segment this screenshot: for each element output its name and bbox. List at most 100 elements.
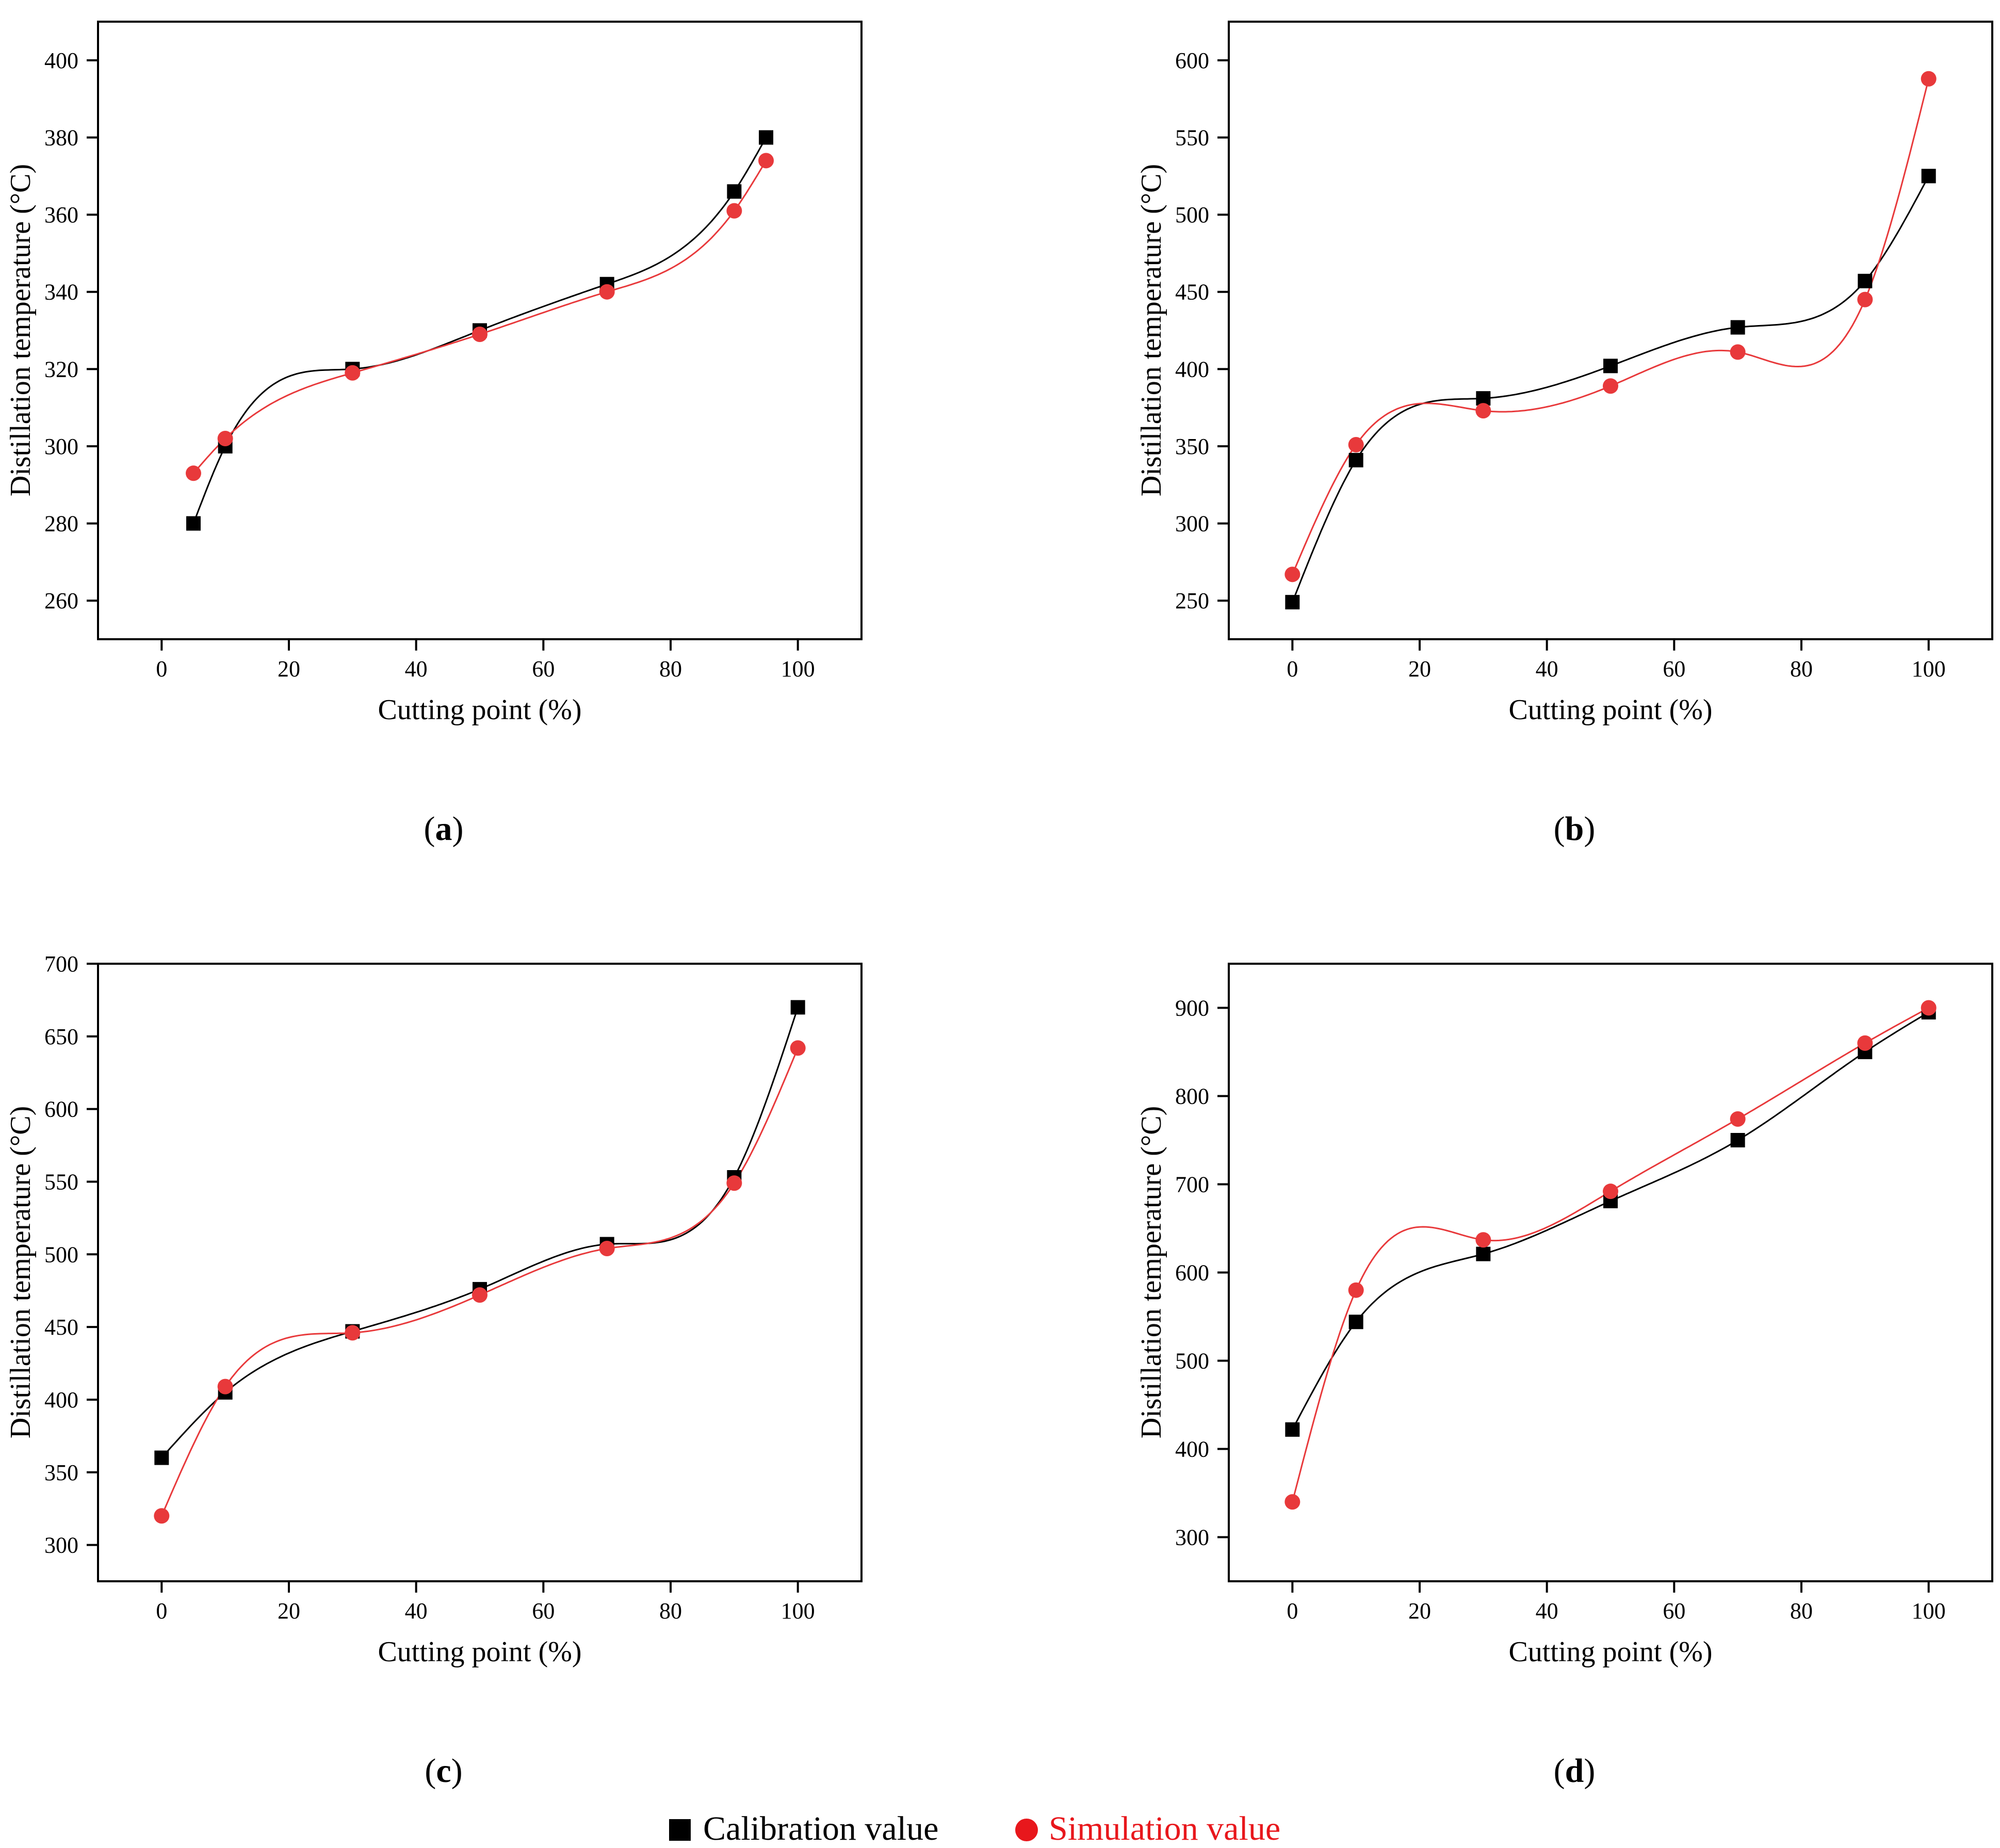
panel-tag-letter: b: [1565, 810, 1584, 848]
x-tick-label: 60: [1663, 1598, 1685, 1624]
simulation-point: [1603, 378, 1618, 394]
simulation-point: [472, 326, 487, 342]
y-tick-label: 400: [44, 1387, 78, 1413]
simulation-point: [217, 430, 233, 446]
x-tick-label: 20: [1408, 1598, 1431, 1624]
y-tick-label: 400: [1175, 1437, 1209, 1462]
x-tick-label: 60: [1663, 656, 1685, 682]
calibration-point: [1921, 169, 1936, 184]
x-tick-label: 100: [1912, 1598, 1946, 1624]
y-tick-label: 550: [44, 1169, 78, 1194]
y-tick-label: 280: [44, 511, 78, 537]
y-tick-label: 500: [44, 1242, 78, 1267]
y-tick-label: 300: [44, 434, 78, 459]
calibration-point: [759, 130, 773, 145]
legend-calibration-marker: [669, 1819, 691, 1841]
y-tick-label: 400: [1175, 356, 1209, 382]
simulation-point: [726, 203, 742, 219]
simulation-point: [599, 284, 615, 300]
simulation-point: [1348, 436, 1364, 452]
y-tick-label: 600: [1175, 48, 1209, 73]
y-tick-label: 350: [1175, 434, 1209, 459]
x-tick-label: 20: [1408, 656, 1431, 682]
x-axis-title: Cutting point (%): [378, 694, 581, 726]
y-tick-label: 700: [1175, 1172, 1209, 1197]
simulation-point: [472, 1287, 487, 1303]
x-axis-title: Cutting point (%): [378, 1636, 581, 1668]
y-tick-label: 900: [1175, 996, 1209, 1021]
simulation-line: [1291, 78, 1930, 575]
series-lines: [1291, 78, 1930, 603]
y-tick-label: 380: [44, 125, 78, 150]
calibration-point: [727, 184, 742, 199]
simulation-point: [599, 1241, 615, 1257]
plot-frame: [97, 21, 863, 640]
x-tick-label: 0: [1287, 1598, 1298, 1624]
y-axis-title: Distillation temperature (°C): [5, 1106, 37, 1438]
x-tick-label: 40: [405, 656, 428, 682]
series-markers: [154, 1000, 806, 1524]
x-tick-label: 100: [781, 656, 815, 682]
axes-ticks: 0 20 40 60 80 100 300 350 400 450 500 550 600 650 700: [44, 951, 815, 1624]
y-tick-label: 500: [1175, 1349, 1209, 1374]
y-tick-label: 300: [44, 1533, 78, 1558]
calibration-point: [1730, 1133, 1745, 1147]
simulation-point: [1284, 1494, 1300, 1510]
calibration-point: [154, 1450, 169, 1465]
calibration-point: [1348, 452, 1363, 467]
simulation-point: [1603, 1184, 1618, 1199]
series-lines: [160, 1007, 799, 1516]
series-markers: [1284, 1000, 1937, 1510]
simulation-line: [192, 160, 767, 474]
x-tick-label: 60: [532, 656, 555, 682]
x-axis-title: Cutting point (%): [1508, 694, 1712, 726]
x-tick-label: 40: [1536, 1598, 1558, 1624]
y-tick-label: 260: [44, 588, 78, 613]
x-tick-label: 20: [278, 656, 300, 682]
y-tick-label: 300: [1175, 511, 1209, 537]
series-markers: [1284, 71, 1937, 610]
panel-d: 0 20 40 60 80 100 300 400 500 600 700 800 900 Cuttin…: [1135, 963, 1993, 1790]
y-tick-label: 600: [44, 1097, 78, 1122]
y-tick-label: 360: [44, 202, 78, 228]
calibration-point: [1348, 1315, 1363, 1330]
panel-tag-letter: c: [436, 1752, 451, 1790]
simulation-point: [1921, 71, 1937, 87]
series-markers: [186, 130, 774, 531]
calibration-point: [1730, 320, 1745, 335]
simulation-point: [1857, 1035, 1873, 1051]
panel-tag-letter: a: [435, 810, 452, 848]
legend-simulation-marker: [1015, 1819, 1038, 1841]
y-tick-label: 400: [44, 48, 78, 73]
simulation-point: [1921, 1000, 1937, 1016]
simulation-point: [758, 153, 774, 169]
x-tick-label: 80: [659, 656, 682, 682]
simulation-point: [345, 1325, 361, 1341]
y-tick-label: 350: [44, 1460, 78, 1485]
x-tick-label: 60: [532, 1598, 555, 1624]
calibration-point: [1858, 273, 1873, 288]
plot-frame: [1228, 21, 1993, 640]
y-tick-label: 340: [44, 280, 78, 305]
calibration-point: [1603, 359, 1618, 374]
calibration-point: [1476, 1246, 1491, 1261]
panel-tag: (b): [1554, 810, 1596, 848]
x-tick-label: 0: [1287, 656, 1298, 682]
axes-ticks: 0 20 40 60 80 100 300 400 500 600 700 800 900: [1175, 996, 1946, 1624]
y-tick-label: 250: [1175, 588, 1209, 613]
simulation-point: [1857, 291, 1873, 307]
calibration-point: [1285, 595, 1300, 610]
simulation-point: [1475, 403, 1491, 419]
x-tick-label: 20: [278, 1598, 300, 1624]
series-lines: [1291, 1007, 1929, 1502]
simulation-point: [345, 365, 361, 381]
panel-c: 0 20 40 60 80 100300350400450500550600650700 …: [5, 951, 863, 1790]
simulation-point: [217, 1379, 233, 1395]
axes-ticks: 0 20 40 60 80 100 260 280 300 320 340 360 380 400: [44, 48, 815, 682]
y-tick-label: 320: [44, 356, 78, 382]
y-tick-label: 550: [1175, 125, 1209, 150]
panel-tag-letter: d: [1565, 1752, 1584, 1790]
calibration-point: [186, 516, 201, 531]
x-tick-label: 100: [1912, 656, 1946, 682]
legend-simulation-label: Simulation value: [1049, 1810, 1280, 1847]
